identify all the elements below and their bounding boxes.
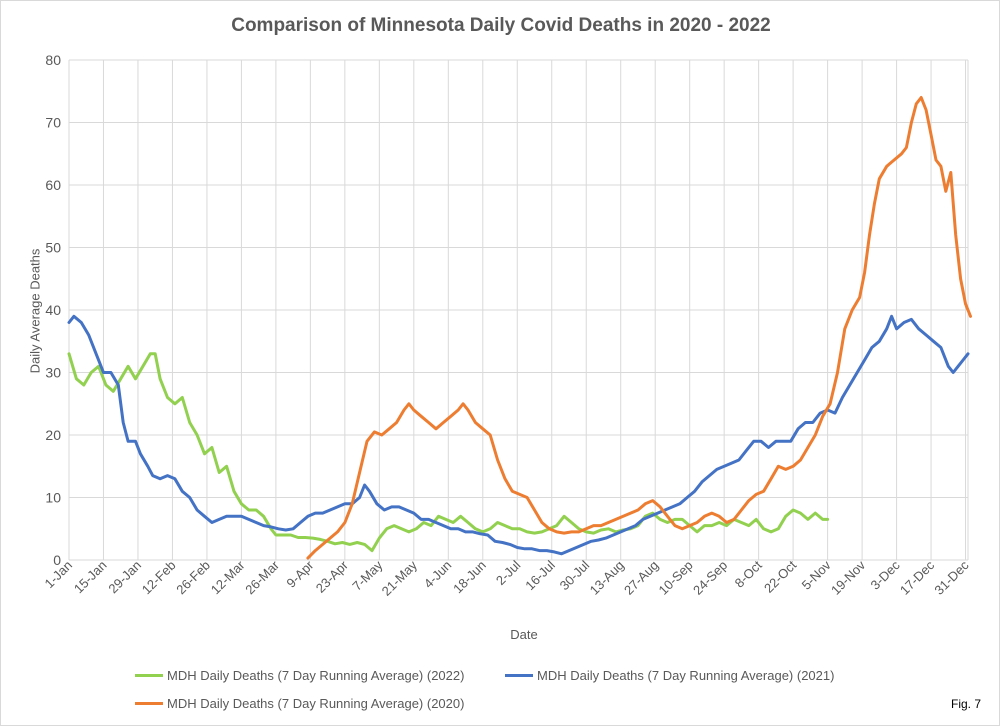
x-tick-label: 24-Sep	[690, 558, 730, 598]
y-tick-label: 70	[45, 115, 61, 131]
x-tick-label: 31-Dec	[931, 557, 972, 598]
x-tick-label: 17-Dec	[897, 557, 938, 598]
series-lines	[67, 96, 972, 560]
x-tick-label: 15-Jan	[71, 558, 110, 597]
legend-item-2022: MDH Daily Deaths (7 Day Running Average)…	[135, 668, 464, 683]
y-tick-label: 50	[45, 240, 61, 256]
legend-item-2020: MDH Daily Deaths (7 Day Running Average)…	[135, 696, 464, 711]
x-tick-label: 8-Oct	[732, 557, 765, 590]
x-tick-label: 10-Sep	[656, 558, 696, 598]
y-tick-label: 60	[45, 177, 61, 193]
y-tick-labels: 0 10 20 30 40 50 60 70 80	[45, 52, 61, 568]
y-tick-label: 20	[45, 427, 61, 443]
x-tick-label: 12-Feb	[139, 558, 179, 598]
series-line-2	[306, 96, 972, 560]
legend-swatch-2022	[135, 674, 163, 677]
x-tick-label: 22-Oct	[761, 557, 799, 595]
y-tick-label: 80	[45, 52, 61, 68]
x-tick-label: 19-Nov	[828, 557, 869, 598]
legend-label-2021: MDH Daily Deaths (7 Day Running Average)…	[537, 668, 835, 683]
legend-swatch-2020	[135, 702, 163, 705]
x-tick-label: 27-Aug	[621, 558, 661, 598]
legend-label-2020: MDH Daily Deaths (7 Day Running Average)…	[167, 696, 465, 711]
x-tick-label: 23-Apr	[313, 557, 352, 596]
grid-lines	[68, 59, 969, 561]
y-axis-label: Daily Average Deaths	[27, 248, 43, 374]
series-line-0	[67, 352, 830, 553]
y-tick-label: 30	[45, 365, 61, 381]
y-tick-label: 0	[53, 552, 61, 568]
legend-label-2022: MDH Daily Deaths (7 Day Running Average)…	[167, 668, 465, 683]
x-tick-label: 12-Mar	[208, 557, 248, 597]
legend-swatch-2021	[505, 674, 533, 677]
x-tick-label: 2-Jul	[493, 557, 524, 588]
x-tick-label: 18-Jun	[450, 558, 489, 597]
x-axis-label: Date	[510, 627, 538, 642]
x-tick-label: 13-Aug	[587, 558, 627, 598]
x-tick-label: 26-Mar	[242, 557, 282, 597]
x-tick-label: 26-Feb	[173, 558, 213, 598]
y-tick-label: 40	[45, 302, 61, 318]
y-tick-label: 10	[45, 490, 61, 506]
x-tick-labels: 1-Jan15-Jan29-Jan12-Feb26-Feb12-Mar26-Ma…	[42, 557, 972, 599]
legend-item-2021: MDH Daily Deaths (7 Day Running Average)…	[505, 668, 834, 683]
x-tick-label: 21-May	[379, 557, 421, 599]
figure-label: Fig. 7	[950, 697, 981, 711]
x-tick-label: 29-Jan	[105, 558, 144, 597]
x-tick-label: 16-Jul	[522, 557, 558, 593]
chart-title: Comparison of Minnesota Daily Covid Deat…	[231, 15, 771, 36]
